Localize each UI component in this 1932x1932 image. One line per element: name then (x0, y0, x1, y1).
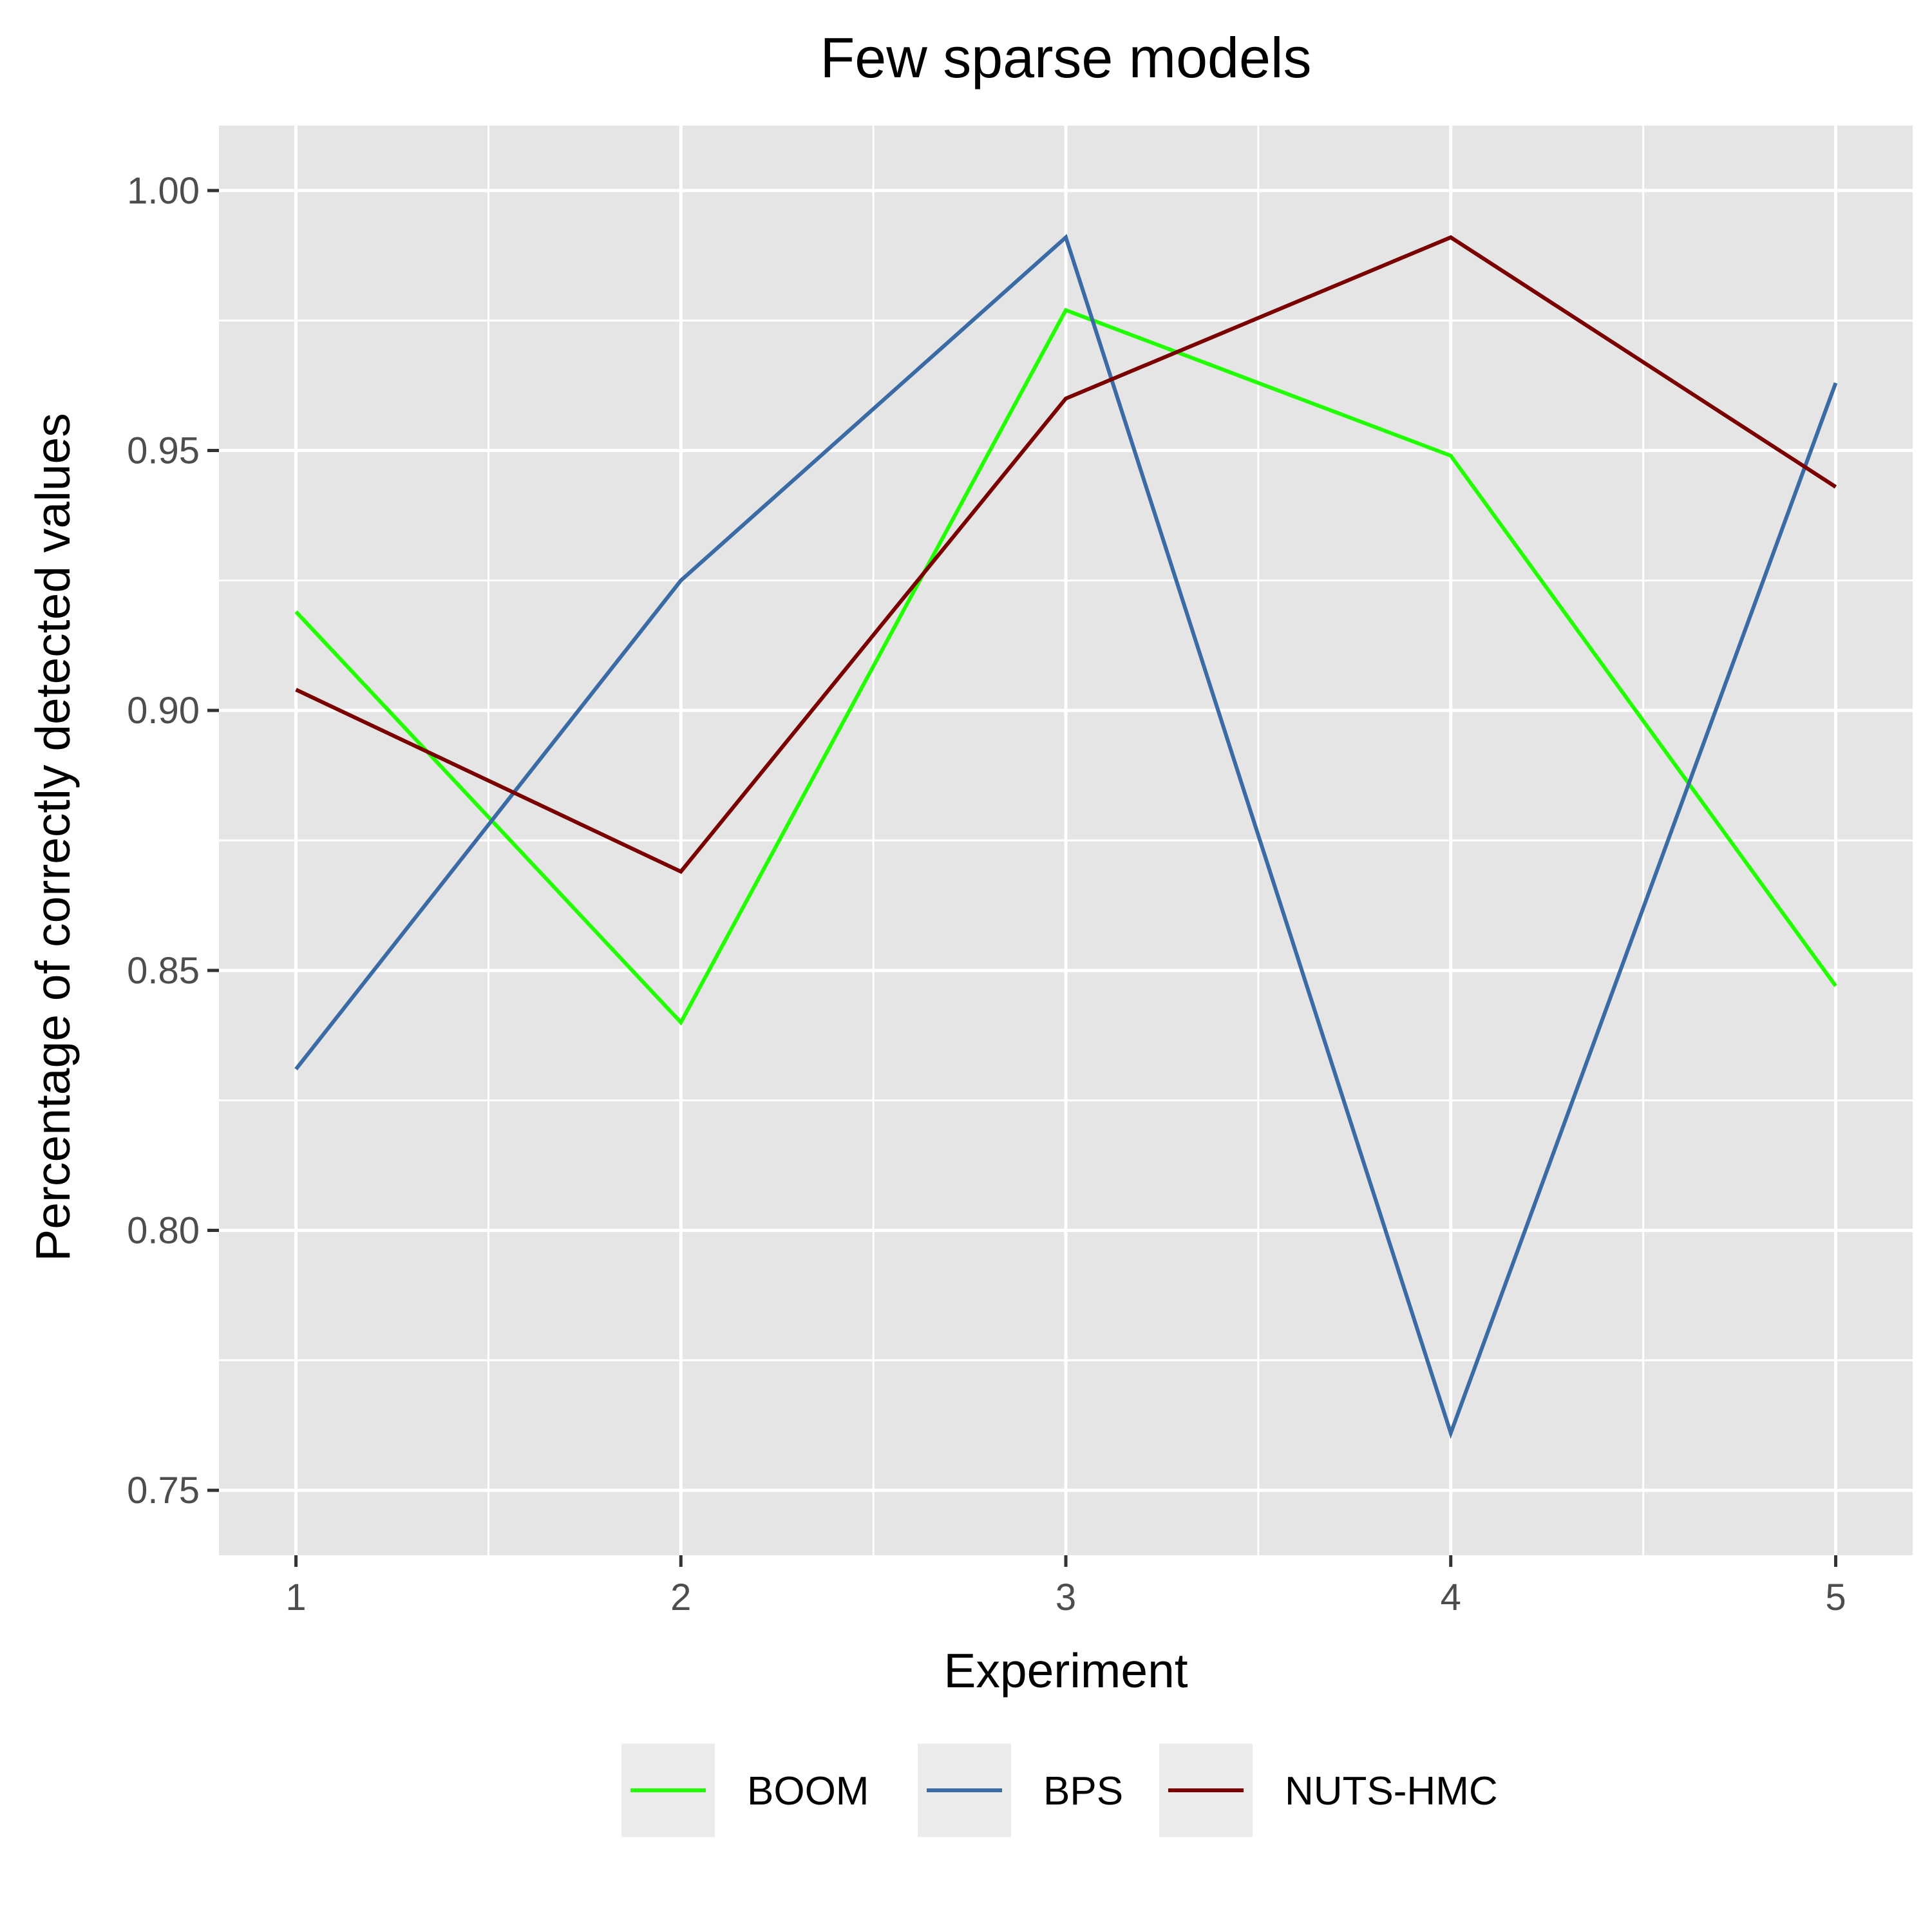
legend-label: NUTS-HMC (1285, 1769, 1498, 1814)
legend-item-boom: BOOM (621, 1743, 869, 1837)
x-tick-label: 1 (285, 1577, 306, 1618)
series-line-boom (294, 307, 1837, 1026)
x-axis: 1 2 3 4 5 (285, 1555, 1846, 1618)
y-axis-title: Percentage of correctly detected values (26, 413, 80, 1261)
x-tick-label: 3 (1056, 1577, 1076, 1618)
y-tick-label: 0.75 (127, 1470, 200, 1511)
major-gridlines (219, 126, 1913, 1555)
legend-label: BOOM (747, 1769, 869, 1814)
y-tick-label: 1.00 (127, 170, 200, 212)
y-tick-label: 0.80 (127, 1209, 200, 1251)
chart-title: Few sparse models (820, 26, 1312, 90)
series-lines (294, 234, 1838, 1439)
legend-item-nuts-hmc: NUTS-HMC (1159, 1743, 1498, 1837)
y-tick-label: 0.85 (127, 950, 200, 992)
x-tick-label: 5 (1825, 1577, 1846, 1618)
legend-label: BPS (1043, 1769, 1123, 1814)
y-tick-label: 0.90 (127, 690, 200, 732)
x-tick-label: 2 (670, 1577, 691, 1618)
series-line-bps (294, 234, 1838, 1439)
y-axis: 0.75 0.80 0.85 0.90 0.95 1.00 (127, 170, 219, 1511)
x-axis-title: Experiment (943, 1643, 1188, 1698)
legend-item-bps: BPS (918, 1743, 1123, 1837)
series-line-nuts-hmc (295, 235, 1837, 875)
y-tick-label: 0.95 (127, 430, 200, 472)
legend: BOOM BPS NUTS-HMC (621, 1743, 1498, 1837)
x-tick-label: 4 (1441, 1577, 1461, 1618)
